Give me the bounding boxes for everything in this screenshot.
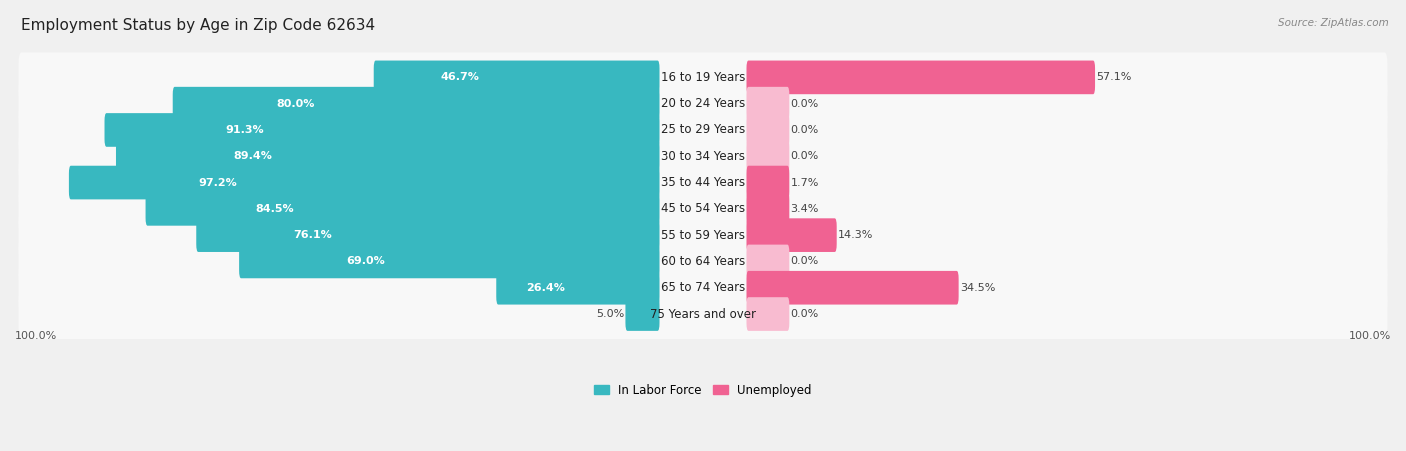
Text: 46.7%: 46.7% — [441, 72, 479, 83]
Text: 5.0%: 5.0% — [596, 309, 624, 319]
Text: 97.2%: 97.2% — [198, 178, 236, 188]
FancyBboxPatch shape — [239, 244, 659, 278]
FancyBboxPatch shape — [18, 157, 1388, 207]
Text: 30 to 34 Years: 30 to 34 Years — [661, 150, 745, 163]
FancyBboxPatch shape — [374, 60, 659, 94]
FancyBboxPatch shape — [747, 192, 789, 226]
Text: 26.4%: 26.4% — [527, 283, 565, 293]
FancyBboxPatch shape — [626, 297, 659, 331]
FancyBboxPatch shape — [22, 170, 1385, 195]
Text: 1.7%: 1.7% — [790, 178, 820, 188]
FancyBboxPatch shape — [18, 184, 1388, 234]
Text: 57.1%: 57.1% — [1097, 72, 1132, 83]
Text: 100.0%: 100.0% — [15, 331, 58, 341]
FancyBboxPatch shape — [22, 275, 1385, 301]
Text: 0.0%: 0.0% — [790, 257, 818, 267]
Text: 80.0%: 80.0% — [276, 99, 315, 109]
Text: 0.0%: 0.0% — [790, 125, 818, 135]
Text: Source: ZipAtlas.com: Source: ZipAtlas.com — [1278, 18, 1389, 28]
FancyBboxPatch shape — [22, 143, 1385, 169]
Text: 60 to 64 Years: 60 to 64 Years — [661, 255, 745, 268]
Text: 45 to 54 Years: 45 to 54 Years — [661, 202, 745, 215]
FancyBboxPatch shape — [22, 64, 1385, 90]
FancyBboxPatch shape — [747, 218, 837, 252]
Text: Employment Status by Age in Zip Code 62634: Employment Status by Age in Zip Code 626… — [21, 18, 375, 33]
FancyBboxPatch shape — [18, 210, 1388, 260]
FancyBboxPatch shape — [18, 52, 1388, 102]
Legend: In Labor Force, Unemployed: In Labor Force, Unemployed — [589, 379, 817, 401]
Text: 69.0%: 69.0% — [347, 257, 385, 267]
FancyBboxPatch shape — [69, 166, 659, 199]
Text: 55 to 59 Years: 55 to 59 Years — [661, 229, 745, 242]
FancyBboxPatch shape — [18, 105, 1388, 155]
FancyBboxPatch shape — [197, 218, 659, 252]
Text: 76.1%: 76.1% — [294, 230, 332, 240]
FancyBboxPatch shape — [747, 297, 789, 331]
FancyBboxPatch shape — [747, 271, 959, 304]
FancyBboxPatch shape — [747, 113, 789, 147]
FancyBboxPatch shape — [18, 236, 1388, 286]
Text: 20 to 24 Years: 20 to 24 Years — [661, 97, 745, 110]
FancyBboxPatch shape — [747, 139, 789, 173]
Text: 0.0%: 0.0% — [790, 99, 818, 109]
Text: 89.4%: 89.4% — [233, 151, 273, 161]
FancyBboxPatch shape — [22, 91, 1385, 116]
Text: 14.3%: 14.3% — [838, 230, 873, 240]
Text: 16 to 19 Years: 16 to 19 Years — [661, 71, 745, 84]
FancyBboxPatch shape — [18, 289, 1388, 339]
Text: 75 Years and over: 75 Years and over — [650, 308, 756, 321]
Text: 0.0%: 0.0% — [790, 151, 818, 161]
Text: 65 to 74 Years: 65 to 74 Years — [661, 281, 745, 294]
FancyBboxPatch shape — [22, 117, 1385, 143]
Text: 34.5%: 34.5% — [960, 283, 995, 293]
FancyBboxPatch shape — [22, 222, 1385, 248]
FancyBboxPatch shape — [22, 301, 1385, 327]
FancyBboxPatch shape — [747, 166, 789, 199]
FancyBboxPatch shape — [747, 244, 789, 278]
FancyBboxPatch shape — [747, 87, 789, 120]
FancyBboxPatch shape — [115, 139, 659, 173]
Text: 0.0%: 0.0% — [790, 309, 818, 319]
FancyBboxPatch shape — [22, 249, 1385, 274]
FancyBboxPatch shape — [496, 271, 659, 304]
Text: 100.0%: 100.0% — [1348, 331, 1391, 341]
FancyBboxPatch shape — [104, 113, 659, 147]
FancyBboxPatch shape — [747, 60, 1095, 94]
FancyBboxPatch shape — [18, 78, 1388, 129]
FancyBboxPatch shape — [18, 131, 1388, 181]
Text: 91.3%: 91.3% — [225, 125, 263, 135]
Text: 35 to 44 Years: 35 to 44 Years — [661, 176, 745, 189]
Text: 25 to 29 Years: 25 to 29 Years — [661, 124, 745, 137]
FancyBboxPatch shape — [146, 192, 659, 226]
Text: 3.4%: 3.4% — [790, 204, 820, 214]
FancyBboxPatch shape — [22, 196, 1385, 222]
Text: 84.5%: 84.5% — [256, 204, 294, 214]
FancyBboxPatch shape — [173, 87, 659, 120]
FancyBboxPatch shape — [18, 263, 1388, 313]
